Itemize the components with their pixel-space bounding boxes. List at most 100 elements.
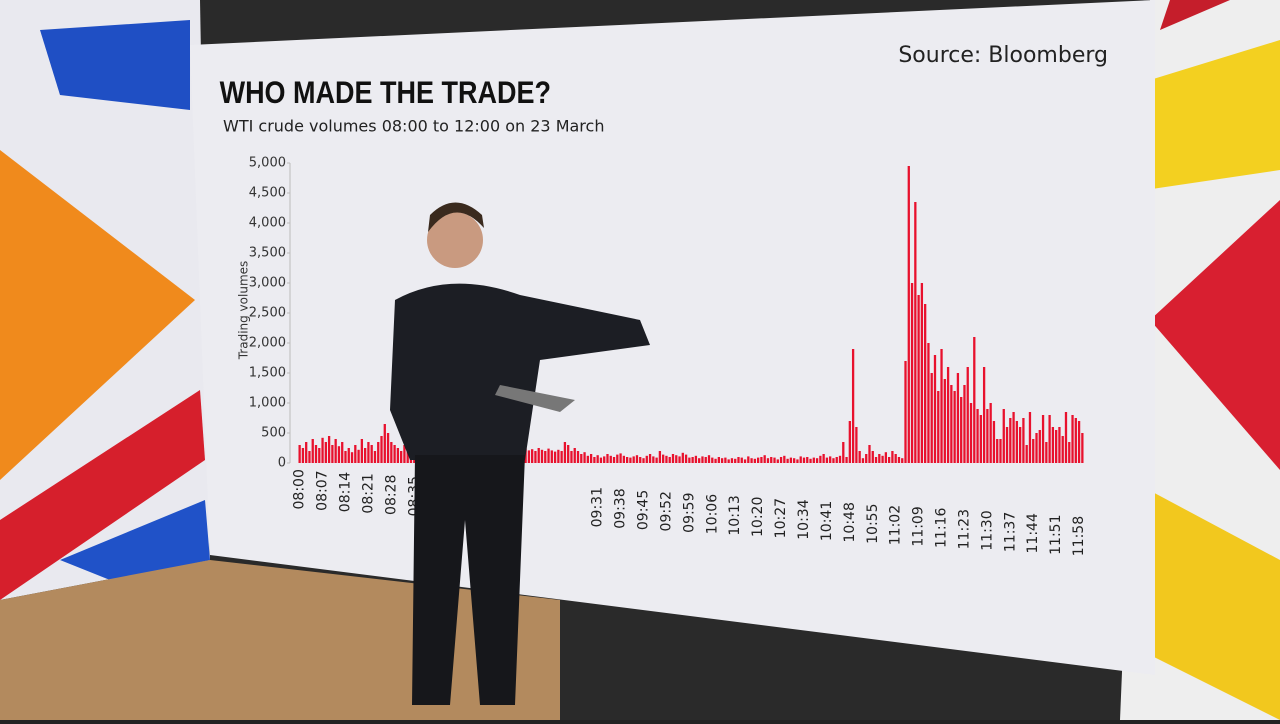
bar [688,457,691,463]
bar [625,457,629,463]
bar [540,449,544,463]
bar [629,457,632,463]
bar [848,421,851,463]
bar [1025,445,1028,463]
bar [589,454,593,463]
x-tick-label: 11:23 [956,509,972,549]
bar [868,445,871,463]
bar [662,454,665,463]
bar [383,424,386,463]
x-tick-label: 11:44 [1025,513,1041,553]
bar [1081,433,1084,463]
bar [334,439,337,463]
bar [819,455,822,463]
bar [311,439,314,463]
bar [704,457,707,463]
bar [583,452,586,463]
bar [308,451,311,463]
bar [622,455,626,463]
bar [386,433,390,463]
bar [642,458,645,463]
bar [861,458,865,463]
bar [403,445,406,463]
bar [331,445,334,463]
bar [367,442,370,463]
bar [773,457,776,463]
bar [314,445,318,463]
bar [760,457,763,463]
bar [887,457,891,463]
bar [337,446,341,463]
bar [534,451,537,463]
right-shape [1160,0,1230,30]
bar [969,403,973,463]
bar [793,458,796,463]
right-shape [1120,480,1280,720]
bar [1077,421,1081,463]
bar [1068,442,1071,463]
x-tick-label: 09:45 [636,490,652,530]
bar [547,448,550,463]
bar [881,455,884,463]
left-shape [0,150,195,480]
bar [756,457,760,463]
bar [553,451,557,463]
bar [612,457,616,463]
bar [924,304,927,463]
bar [907,166,910,463]
bar [665,455,668,463]
bar [655,457,658,463]
bar [730,458,734,463]
y-tick-label: 1,000 [249,396,286,411]
bar [691,457,694,463]
left-shape [0,390,205,600]
bar [956,373,960,463]
bar [531,449,534,463]
bar [576,451,580,463]
bar [318,448,321,463]
bar [321,437,324,463]
bar [645,455,648,463]
bar [609,455,612,463]
bar [914,202,917,463]
x-tick-label: 10:27 [773,498,789,538]
bar [796,459,799,463]
bar [763,455,766,463]
bar [901,458,904,463]
bar [910,283,914,463]
bar [1022,418,1025,463]
y-tick-label: 500 [261,426,286,441]
bar [894,454,897,463]
bar [586,455,589,463]
bar [799,456,802,463]
bar [986,409,989,463]
left-shape [60,500,210,580]
bar [845,457,848,463]
bar [812,457,815,463]
bar [327,436,331,463]
source-note: Source: Bloomberg [898,43,1108,68]
chart-title: WHO MADE THE TRADE? [220,75,551,110]
bar [930,373,933,463]
bar [727,459,730,463]
bar [632,456,635,463]
x-tick-label: 09:38 [613,488,629,528]
bar [734,458,737,463]
bar [639,457,642,463]
bar [701,456,704,463]
bar [694,455,698,463]
bar [616,454,619,463]
y-tick-label: 4,500 [249,186,286,201]
y-tick-label: 3,000 [249,276,286,291]
bar [720,458,724,463]
presenter-legs [412,455,525,705]
x-tick-label: 08:07 [315,470,331,510]
bar [527,450,531,463]
bar [599,457,603,463]
bar [779,457,783,463]
left-shape [40,20,190,110]
bar [393,445,396,463]
bar [946,367,950,463]
bar [1015,421,1019,463]
y-tick-label: 0 [278,456,286,471]
